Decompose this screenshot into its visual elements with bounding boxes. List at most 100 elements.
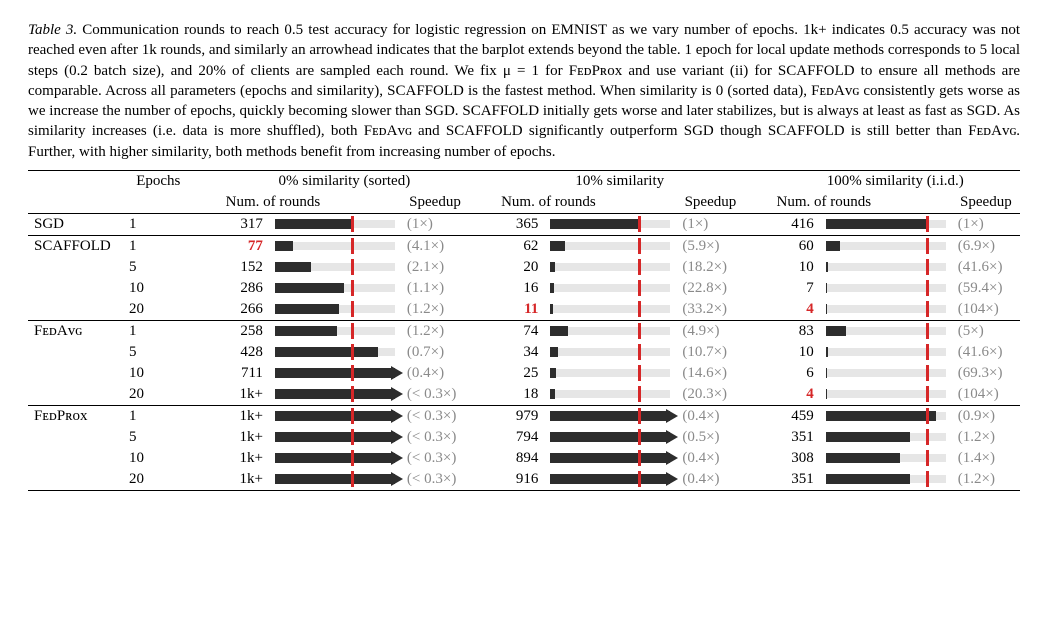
speedup-value: (0.7×) xyxy=(401,342,469,363)
bar-fill xyxy=(275,368,395,378)
bar-cell xyxy=(544,257,676,278)
bar-track xyxy=(550,348,670,356)
rounds-value: 1k+ xyxy=(220,384,269,406)
rounds-value: 916 xyxy=(495,469,544,491)
method-name xyxy=(28,363,123,384)
bar-plot xyxy=(275,281,395,295)
rounds-value: 7 xyxy=(771,278,820,299)
speedup-value: (104×) xyxy=(952,299,1020,321)
overflow-arrow-icon xyxy=(391,409,403,423)
bar-ref-marker xyxy=(926,365,929,381)
bar-cell xyxy=(544,213,676,235)
rounds-value: 152 xyxy=(220,257,269,278)
bar-fill xyxy=(550,389,554,399)
bar-ref-marker xyxy=(351,238,354,254)
speedup-value: (0.4×) xyxy=(676,469,744,491)
bar-ref-marker xyxy=(638,429,641,445)
bar-fill xyxy=(550,304,553,314)
hdr-speedup-100: Speedup xyxy=(952,192,1020,214)
bar-cell xyxy=(820,427,952,448)
rounds-value: 1k+ xyxy=(220,427,269,448)
bar-plot xyxy=(550,472,670,486)
bar-ref-marker xyxy=(926,408,929,424)
rounds-value: 351 xyxy=(771,469,820,491)
method-name: FᴇᴅAᴠɢ xyxy=(28,320,123,342)
bar-fill xyxy=(826,368,827,378)
speedup-value: (22.8×) xyxy=(676,278,744,299)
bar-fill xyxy=(826,241,840,251)
method-name xyxy=(28,278,123,299)
bar-plot xyxy=(550,430,670,444)
bar-fill xyxy=(275,389,395,399)
bar-fill xyxy=(550,326,568,336)
speedup-value: (41.6×) xyxy=(952,342,1020,363)
speedup-value: (0.4×) xyxy=(676,448,744,469)
bar-ref-marker xyxy=(351,216,354,232)
bar-plot xyxy=(275,366,395,380)
bar-cell xyxy=(269,427,401,448)
bar-fill xyxy=(275,326,337,336)
bar-plot xyxy=(826,239,946,253)
bar-cell xyxy=(820,299,952,321)
bar-cell xyxy=(269,213,401,235)
table-row: 201k+(< 0.3×)916(0.4×)351(1.2×) xyxy=(28,469,1020,491)
speedup-value: (41.6×) xyxy=(952,257,1020,278)
bar-track xyxy=(550,305,670,313)
bar-plot xyxy=(275,409,395,423)
overflow-arrow-icon xyxy=(666,430,678,444)
bar-ref-marker xyxy=(638,450,641,466)
bar-ref-marker xyxy=(926,323,929,339)
bar-fill xyxy=(826,411,936,421)
bar-ref-marker xyxy=(638,259,641,275)
bar-cell xyxy=(269,257,401,278)
bar-fill xyxy=(275,432,395,442)
bar-ref-marker xyxy=(638,301,641,317)
epochs-value: 1 xyxy=(123,235,194,257)
bar-cell xyxy=(544,235,676,257)
rounds-value: 894 xyxy=(495,448,544,469)
rounds-value: 16 xyxy=(495,278,544,299)
speedup-value: (5.9×) xyxy=(676,235,744,257)
caption-lead: Table 3. xyxy=(28,22,77,38)
rounds-value: 11 xyxy=(495,299,544,321)
bar-fill xyxy=(550,262,555,272)
bar-cell xyxy=(269,405,401,427)
bar-track xyxy=(550,327,670,335)
bar-plot xyxy=(550,387,670,401)
bar-fill xyxy=(550,474,670,484)
bar-fill xyxy=(550,347,558,357)
bar-cell xyxy=(820,278,952,299)
bar-ref-marker xyxy=(351,323,354,339)
hdr-sim-0: 0% similarity (sorted) xyxy=(220,170,469,192)
bar-cell xyxy=(269,278,401,299)
bar-ref-marker xyxy=(351,386,354,402)
col-method-blank xyxy=(28,170,123,192)
rounds-value: 18 xyxy=(495,384,544,406)
bar-cell xyxy=(820,257,952,278)
table-row: FᴇᴅPʀᴏx11k+(< 0.3×)979(0.4×)459(0.9×) xyxy=(28,405,1020,427)
bar-fill xyxy=(550,283,554,293)
bar-ref-marker xyxy=(926,259,929,275)
bar-plot xyxy=(550,366,670,380)
method-name xyxy=(28,299,123,321)
bar-ref-marker xyxy=(926,386,929,402)
speedup-value: (2.1×) xyxy=(401,257,469,278)
rounds-value: 1k+ xyxy=(220,405,269,427)
speedup-value: (< 0.3×) xyxy=(401,427,469,448)
bar-cell xyxy=(544,405,676,427)
hdr-numrounds-0: Num. of rounds xyxy=(220,192,401,214)
speedup-value: (59.4×) xyxy=(952,278,1020,299)
bar-track xyxy=(550,284,670,292)
speedup-value: (< 0.3×) xyxy=(401,405,469,427)
bar-plot xyxy=(275,451,395,465)
results-table: Epochs 0% similarity (sorted) 10% simila… xyxy=(28,170,1020,491)
bar-plot xyxy=(826,281,946,295)
speedup-value: (4.1×) xyxy=(401,235,469,257)
bar-fill xyxy=(826,304,827,314)
method-name xyxy=(28,469,123,491)
method-name xyxy=(28,427,123,448)
epochs-value: 1 xyxy=(123,213,194,235)
method-name: SCAFFOLD xyxy=(28,235,123,257)
bar-ref-marker xyxy=(638,280,641,296)
table-caption: Table 3. Communication rounds to reach 0… xyxy=(28,20,1020,162)
